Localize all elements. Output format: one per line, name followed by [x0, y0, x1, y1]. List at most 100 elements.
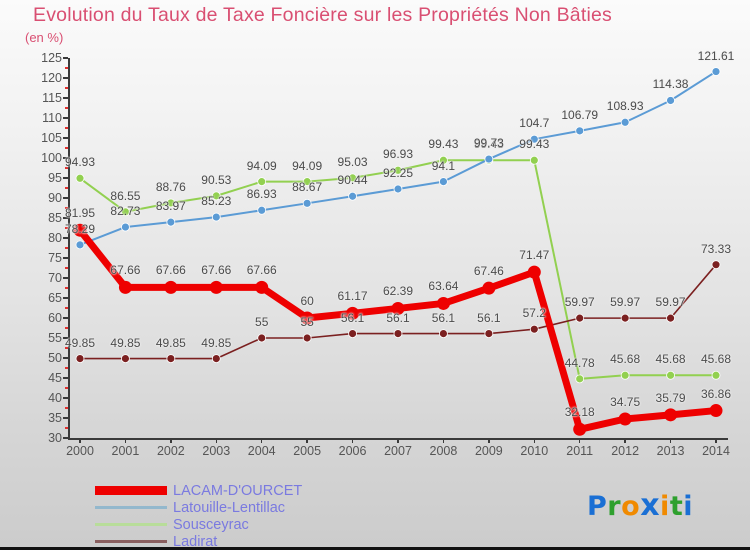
logo-letter: t — [669, 491, 684, 522]
data-point — [664, 408, 678, 422]
y-tick — [63, 97, 68, 99]
logo-letter: i — [660, 491, 670, 522]
proxiti-logo: Proxiti — [587, 488, 693, 523]
y-tick — [63, 237, 68, 239]
legend-swatch — [95, 506, 167, 509]
data-point — [666, 313, 675, 323]
data-point — [257, 205, 267, 215]
data-point — [529, 155, 539, 165]
x-axis-tick-label: 2000 — [66, 444, 94, 458]
data-point — [164, 280, 178, 294]
legend-item-sousceyrac[interactable]: Sousceyrac — [95, 516, 302, 533]
y-tick-minor — [65, 187, 68, 189]
x-tick — [79, 438, 81, 443]
y-tick-minor — [65, 207, 68, 209]
y-tick-minor — [65, 427, 68, 429]
chart-canvas — [73, 67, 723, 436]
logo-letter: x — [640, 488, 661, 523]
x-tick — [170, 438, 172, 443]
legend-item-ladirat[interactable]: Ladirat — [95, 533, 302, 550]
y-axis-tick-label: 115 — [42, 91, 62, 105]
x-tick — [351, 438, 354, 443]
x-tick — [533, 438, 536, 443]
y-axis-tick-label: 75 — [48, 251, 62, 265]
y-tick-minor — [65, 67, 68, 69]
y-tick — [63, 217, 68, 219]
logo-letter: o — [621, 491, 641, 522]
x-tick — [488, 438, 490, 443]
data-point — [393, 184, 403, 194]
y-axis-tick-label: 35 — [48, 411, 62, 425]
x-tick — [442, 438, 445, 443]
y-tick — [63, 197, 68, 199]
data-point — [484, 154, 494, 164]
y-tick-minor — [65, 227, 68, 229]
data-point — [711, 370, 721, 380]
y-axis-tick-label: 85 — [48, 211, 62, 225]
x-axis-tick-label: 2007 — [384, 444, 412, 458]
x-tick — [124, 438, 127, 443]
data-point — [666, 96, 675, 105]
data-point — [302, 177, 312, 187]
logo-letter: r — [607, 491, 622, 522]
y-tick — [63, 297, 68, 299]
x-tick — [397, 438, 399, 443]
unit-subtitle: (en %) — [25, 30, 64, 45]
y-axis-tick-label: 125 — [41, 51, 62, 65]
x-axis-tick-label: 2006 — [338, 444, 367, 458]
data-point — [391, 301, 405, 315]
y-tick — [63, 417, 68, 419]
y-axis-tick-label: 45 — [48, 371, 62, 385]
y-axis — [68, 58, 70, 438]
y-tick — [63, 57, 68, 59]
data-point — [393, 329, 403, 339]
y-tick — [63, 397, 68, 399]
legend-swatch — [95, 523, 167, 526]
x-axis-labels: 2000 2001 2002 2003 2004 2005 2006 2007 2008 2009… — [66, 444, 730, 464]
page-title: Evolution du Taux de Taxe Foncière sur l… — [33, 4, 612, 26]
data-point — [166, 354, 176, 364]
y-tick — [63, 337, 68, 339]
y-tick — [63, 277, 68, 279]
y-axis-tick-label: 70 — [48, 271, 62, 285]
y-axis-tick-label: 55 — [48, 331, 62, 345]
data-point — [620, 370, 630, 380]
y-tick-minor — [65, 87, 68, 89]
data-point — [121, 222, 130, 232]
data-point — [711, 67, 721, 76]
y-tick-minor — [65, 327, 68, 329]
legend-item-lacam-d-ourcet[interactable]: LACAM-D'OURCET — [95, 482, 302, 499]
data-point — [302, 333, 312, 343]
y-axis-tick-label: 60 — [48, 311, 62, 325]
logo-letter: i — [683, 491, 693, 522]
y-tick-minor — [65, 127, 68, 129]
y-tick-minor — [65, 407, 68, 409]
y-tick-minor — [65, 307, 68, 309]
data-point — [348, 329, 357, 339]
chart-legend: LACAM-D'OURCET Latouille-Lentillac Souscey… — [95, 482, 302, 550]
data-point — [573, 422, 587, 436]
x-tick — [306, 438, 308, 443]
data-point — [257, 333, 267, 343]
data-point — [75, 354, 85, 364]
y-axis-tick-label: 100 — [41, 151, 62, 165]
data-point — [575, 126, 585, 136]
x-axis-tick-label: 2004 — [247, 444, 276, 458]
legend-item-latouille-lentillac[interactable]: Latouille-Lentillac — [95, 499, 302, 516]
y-axis-tick-label: 110 — [42, 111, 62, 125]
y-tick — [63, 257, 68, 259]
data-point — [348, 173, 357, 183]
plot-area: 94.93 86.55 88.76 90.53 94.09 94.09 95.03 96.93… — [63, 49, 734, 443]
data-point — [73, 223, 87, 237]
y-tick — [63, 357, 68, 359]
data-point — [393, 165, 403, 175]
data-point — [620, 313, 630, 323]
y-tick-minor — [65, 167, 68, 169]
legend-swatch — [95, 540, 167, 543]
x-axis-tick-label: 2009 — [474, 444, 503, 458]
series-line-latouille-lentillac — [79, 70, 717, 246]
data-point — [75, 173, 85, 183]
data-point — [439, 329, 448, 339]
data-point — [436, 296, 450, 310]
